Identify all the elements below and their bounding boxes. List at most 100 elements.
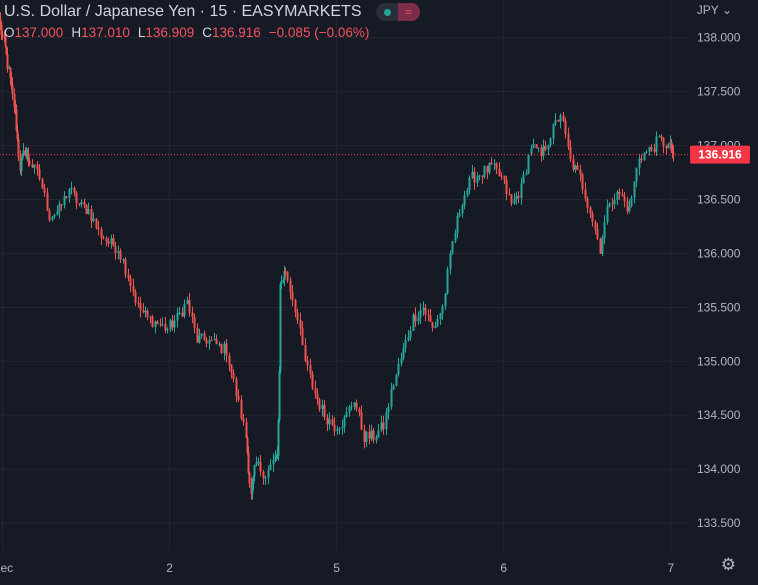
candle [331, 415, 334, 426]
gear-icon[interactable]: ⚙ [720, 555, 736, 574]
candle-body [562, 115, 565, 121]
candle [653, 143, 656, 154]
candle [414, 307, 417, 327]
candle-body [259, 461, 262, 472]
candle-body [87, 209, 90, 214]
candle-body [390, 389, 393, 407]
candle-body [554, 120, 557, 125]
candle-body [431, 321, 434, 328]
candle [350, 401, 353, 411]
candle-body [414, 314, 417, 322]
candle-body [429, 315, 432, 322]
candle-body [454, 233, 457, 242]
candle [363, 424, 366, 449]
candle-body [68, 189, 71, 198]
candle-body [653, 149, 656, 152]
candle [132, 278, 135, 296]
candle [215, 334, 218, 345]
candle [156, 320, 159, 325]
candle [262, 469, 265, 485]
candle [48, 208, 51, 223]
candle [21, 153, 24, 161]
time-axis[interactable]: Dec 2 5 6 7 [0, 561, 674, 575]
candle-body [314, 387, 317, 394]
candle [105, 236, 108, 247]
candle-body [1, 34, 4, 37]
candle [505, 175, 508, 201]
candle [83, 198, 86, 209]
candle [210, 336, 213, 342]
candle-body [6, 54, 9, 69]
price-axis[interactable]: 133.500 134.000 134.500 135.000 135.500 136.0… [697, 31, 741, 530]
candle-body [385, 412, 388, 430]
candle [85, 204, 88, 215]
candle [532, 138, 535, 149]
candle-body [628, 206, 631, 212]
candle [269, 458, 272, 471]
candle-body [594, 221, 597, 230]
candle [246, 435, 249, 455]
candle [409, 326, 412, 341]
candle-body [515, 196, 518, 200]
candle-body [60, 204, 63, 206]
x-tick-label: Dec [0, 561, 13, 575]
currency-selector[interactable]: JPY ⌄ [697, 3, 732, 17]
candle [228, 352, 231, 372]
candle-body [439, 313, 442, 319]
candle [390, 382, 393, 410]
candle-body [574, 165, 577, 170]
candle-body [667, 143, 670, 149]
candle-body [5, 46, 8, 55]
candle-body [640, 158, 643, 160]
candle-body [471, 171, 474, 178]
candle [589, 206, 592, 219]
candle [53, 213, 56, 219]
candle-body [503, 175, 506, 180]
candle-body [156, 321, 159, 325]
candle [662, 137, 665, 153]
candle-body [643, 152, 646, 160]
market-status[interactable]: ≈ [375, 3, 420, 21]
candle-body [240, 399, 243, 419]
symbol-title[interactable]: U.S. Dollar / Japanese Yen · 15 · EASYMA… [4, 3, 362, 20]
candle-body [355, 402, 358, 409]
candle [33, 164, 36, 174]
candle [16, 124, 19, 142]
candle-body [280, 282, 283, 284]
change-value: −0.085 (−0.06%) [268, 25, 370, 40]
candle-body [318, 399, 321, 410]
candle [142, 303, 145, 314]
candle [591, 210, 594, 227]
candle [579, 164, 582, 182]
candle-body [626, 201, 629, 212]
candle [458, 209, 461, 218]
candle-body [638, 158, 641, 169]
candle-body [402, 347, 405, 359]
ohlc-values: O 137.000 H 137.010 L 136.909 C 136.916 … [4, 25, 420, 40]
candle [554, 113, 557, 127]
candles [0, 12, 675, 500]
candle [400, 352, 403, 367]
candle [522, 170, 525, 184]
candle-body [146, 310, 149, 317]
candle-body [208, 340, 211, 344]
candle-body [424, 307, 427, 315]
candle [252, 474, 255, 490]
candle-body [171, 320, 174, 328]
candle-body [635, 168, 638, 182]
candle-body [498, 168, 501, 176]
candle [124, 256, 127, 279]
candle-body [73, 187, 76, 193]
candle-body [291, 291, 294, 301]
candle [441, 304, 444, 320]
candle [294, 298, 297, 318]
candle [623, 191, 626, 208]
candle [650, 144, 653, 152]
candle [63, 191, 66, 209]
candle-body [53, 214, 56, 217]
candle [253, 464, 256, 482]
candle [510, 194, 513, 207]
candle-body [213, 339, 216, 341]
last-price-label: 136.916 [698, 148, 742, 162]
